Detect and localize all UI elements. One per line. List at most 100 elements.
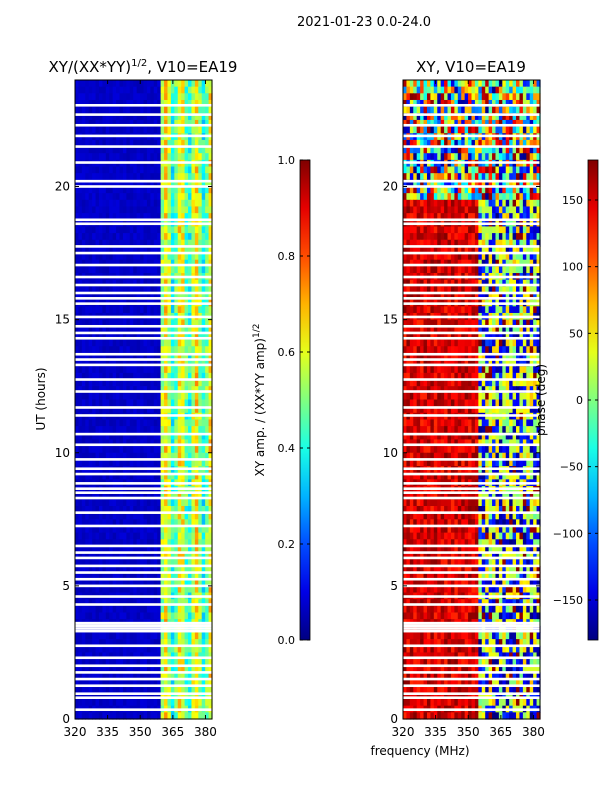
heatmap-cell	[406, 233, 411, 241]
heatmap-cell	[153, 239, 158, 248]
heatmap-cell	[136, 699, 141, 707]
heatmap-cell	[188, 506, 193, 514]
heatmap-cell	[98, 545, 103, 554]
heatmap-cell	[177, 432, 182, 441]
heatmap-cell	[133, 339, 138, 347]
heatmap-cell	[164, 659, 169, 667]
heatmap-cell	[177, 339, 182, 347]
heatmap-cell	[129, 432, 134, 441]
heatmap-cell	[146, 579, 151, 587]
heatmap-cell	[109, 712, 114, 720]
heatmap-cell	[98, 685, 103, 693]
heatmap-cell	[157, 206, 162, 214]
heatmap-cell	[88, 399, 93, 407]
heatmap-cell	[208, 326, 213, 334]
heatmap-cell	[430, 86, 435, 94]
heatmap-cell	[184, 153, 189, 161]
heatmap-cell	[454, 186, 459, 194]
heatmap-cell	[126, 406, 131, 414]
heatmap-cell	[205, 233, 210, 241]
heatmap-cell	[129, 685, 134, 693]
heatmap-cell	[133, 326, 138, 334]
heatmap-cell	[150, 612, 155, 620]
heatmap-cell	[529, 193, 534, 201]
heatmap-cell	[403, 193, 408, 201]
heatmap-cell	[98, 419, 103, 427]
heatmap-cell	[191, 545, 196, 554]
heatmap-cell	[95, 199, 100, 208]
heatmap-cell	[174, 119, 179, 128]
heatmap-cell	[526, 93, 531, 101]
heatmap-cell	[78, 532, 83, 540]
heatmap-cell	[516, 193, 521, 201]
heatmap-cell	[146, 612, 151, 620]
heatmap-cell	[122, 199, 127, 208]
heatmap-cell	[184, 319, 189, 327]
heatmap-cell	[92, 379, 97, 387]
heatmap-cell	[164, 352, 169, 361]
heatmap-cell	[478, 179, 483, 188]
heatmap-cell	[157, 559, 162, 567]
heatmap-cell	[160, 293, 165, 301]
heatmap-cell	[116, 153, 121, 161]
heatmap-cell	[109, 379, 114, 387]
heatmap-cell	[136, 605, 141, 614]
heatmap-cell	[85, 193, 90, 201]
heatmap-cell	[533, 86, 538, 94]
heatmap-cell	[157, 459, 162, 467]
heatmap-cell	[81, 86, 86, 94]
heatmap-cell	[95, 585, 100, 594]
heatmap-cell	[170, 439, 175, 447]
heatmap-cell	[102, 186, 107, 194]
heatmap-cell	[198, 99, 203, 108]
heatmap-cell	[95, 512, 100, 520]
heatmap-cell	[153, 459, 158, 467]
heatmap-cell	[433, 99, 438, 108]
heatmap-cell	[126, 426, 131, 434]
heatmap-cell	[177, 253, 182, 261]
heatmap-cell	[191, 319, 196, 327]
heatmap-cell	[188, 659, 193, 667]
heatmap-cell	[430, 106, 435, 114]
heatmap-cell	[181, 372, 186, 381]
heatmap-cell	[146, 359, 151, 367]
heatmap-cell	[112, 206, 117, 214]
heatmap-cell	[133, 639, 138, 647]
heatmap-cell	[208, 139, 213, 148]
heatmap-cell	[85, 459, 90, 467]
heatmap-cell	[143, 439, 148, 447]
heatmap-cell	[146, 459, 151, 467]
heatmap-cell	[201, 99, 206, 108]
heatmap-cell	[495, 146, 500, 154]
heatmap-cell	[188, 452, 193, 461]
heatmap-cell	[181, 685, 186, 693]
heatmap-cell	[478, 86, 483, 94]
heatmap-cell	[75, 193, 80, 201]
heatmap-cell	[126, 639, 131, 647]
heatmap-cell	[75, 279, 80, 287]
heatmap-cell	[516, 226, 521, 234]
heatmap-cell	[140, 572, 145, 580]
heatmap-cell	[122, 659, 127, 667]
heatmap-cell	[140, 639, 145, 647]
heatmap-cell	[102, 359, 107, 367]
heatmap-cell	[457, 179, 462, 188]
flagged-row	[75, 482, 212, 485]
heatmap-cell	[150, 139, 155, 148]
heatmap-cell	[181, 193, 186, 201]
heatmap-cell	[437, 119, 442, 128]
heatmap-cell	[143, 259, 148, 267]
heatmap-cell	[140, 106, 145, 114]
heatmap-cell	[423, 199, 428, 208]
heatmap-cell	[164, 605, 169, 614]
heatmap-cell	[109, 565, 114, 574]
heatmap-cell	[478, 239, 483, 248]
heatmap-cell	[116, 599, 121, 607]
heatmap-cell	[447, 246, 452, 254]
heatmap-cell	[143, 452, 148, 461]
heatmap-cell	[140, 80, 145, 88]
heatmap-cell	[170, 539, 175, 547]
heatmap-cell	[174, 346, 179, 354]
heatmap-cell	[201, 399, 206, 407]
heatmap-cell	[194, 286, 199, 294]
